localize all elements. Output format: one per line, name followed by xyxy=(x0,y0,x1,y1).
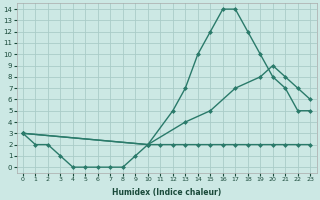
X-axis label: Humidex (Indice chaleur): Humidex (Indice chaleur) xyxy=(112,188,221,197)
